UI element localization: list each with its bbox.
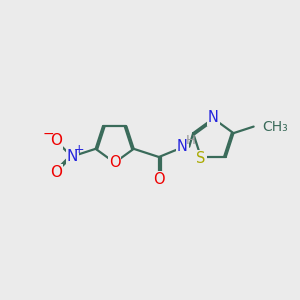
Text: +: + — [74, 143, 85, 156]
Text: N: N — [208, 110, 219, 124]
Text: O: O — [153, 172, 165, 187]
Text: CH₃: CH₃ — [262, 120, 288, 134]
Text: O: O — [50, 165, 61, 180]
Text: H: H — [185, 134, 195, 147]
Text: N: N — [67, 149, 78, 164]
Text: N: N — [177, 139, 188, 154]
Text: S: S — [196, 151, 206, 166]
Text: −: − — [43, 127, 54, 141]
Text: O: O — [109, 155, 121, 170]
Text: O: O — [50, 133, 61, 148]
